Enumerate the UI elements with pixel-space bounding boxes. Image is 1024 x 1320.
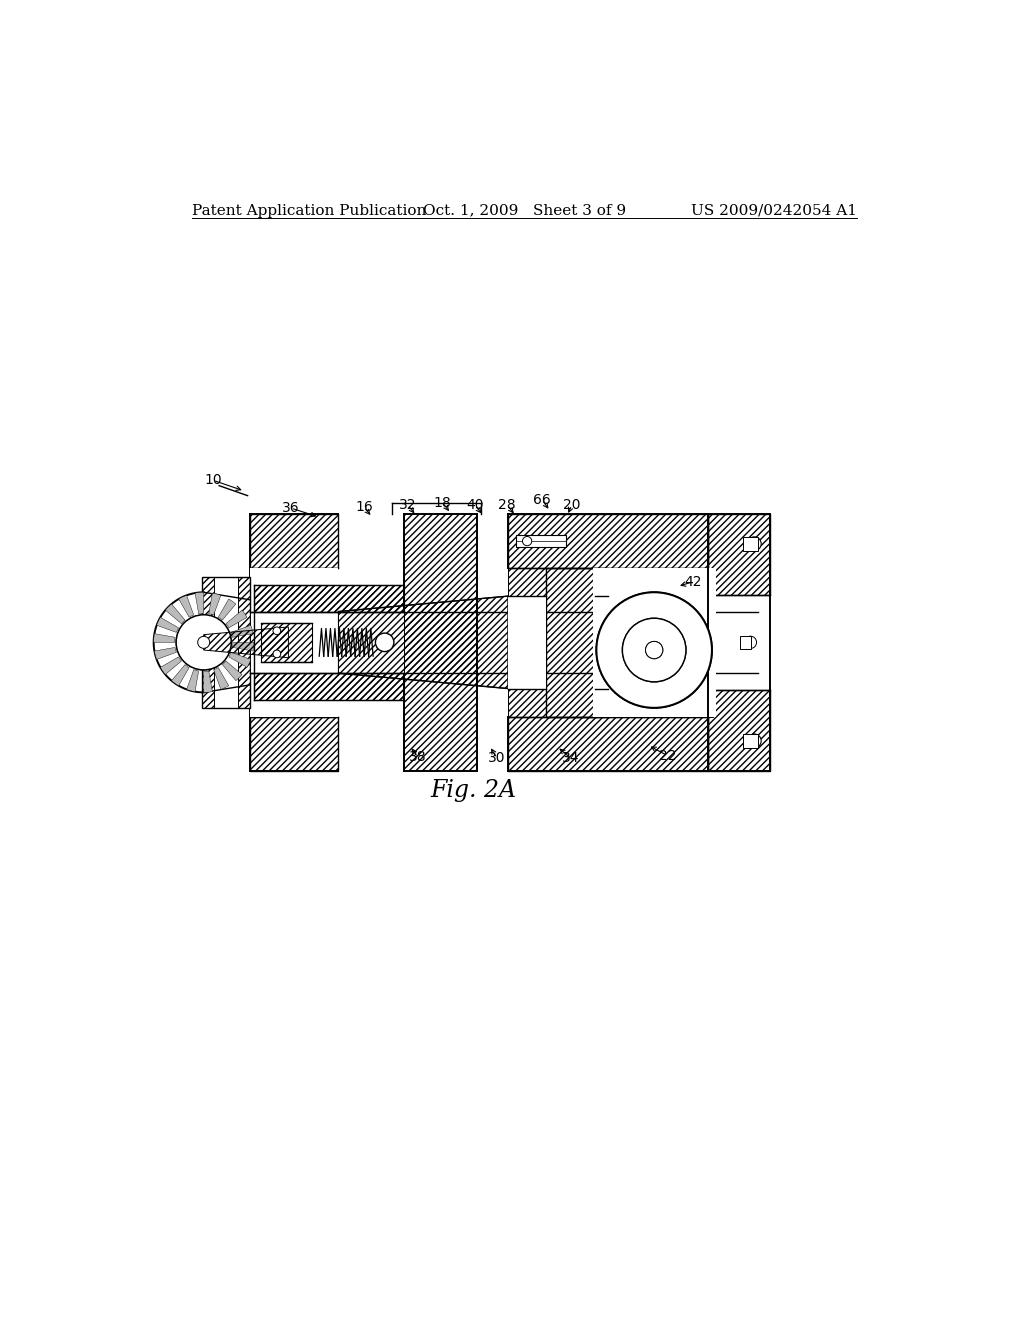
Text: Patent Application Publication: Patent Application Publication (193, 203, 427, 218)
Wedge shape (157, 618, 178, 632)
Bar (508, 717, 708, 771)
Circle shape (623, 618, 686, 682)
Bar (508, 515, 708, 568)
Bar (708, 515, 770, 595)
Bar (254, 673, 403, 700)
Bar (515, 535, 565, 548)
Wedge shape (232, 643, 254, 651)
Circle shape (748, 537, 761, 550)
Text: 42: 42 (684, 576, 701, 589)
Circle shape (198, 636, 210, 648)
Bar (508, 597, 547, 689)
Bar (254, 585, 403, 611)
Bar (508, 689, 547, 717)
Text: 30: 30 (488, 751, 506, 766)
Wedge shape (231, 626, 253, 638)
Circle shape (376, 634, 394, 652)
Wedge shape (228, 652, 251, 668)
Bar (596, 597, 608, 689)
Text: 38: 38 (409, 751, 427, 764)
Text: 36: 36 (282, 502, 300, 515)
Bar (508, 568, 547, 597)
Circle shape (645, 642, 663, 659)
Bar (202, 577, 250, 708)
Text: 10: 10 (204, 474, 222, 487)
Circle shape (522, 536, 531, 545)
Bar (202, 577, 214, 708)
Bar (250, 611, 403, 673)
Text: 34: 34 (562, 751, 580, 766)
Bar (547, 568, 608, 717)
Bar (742, 537, 758, 550)
Wedge shape (226, 610, 247, 628)
Bar (742, 734, 758, 748)
Bar (708, 689, 770, 771)
Bar (239, 577, 250, 708)
Text: US 2009/0242054 A1: US 2009/0242054 A1 (691, 203, 857, 218)
Text: 66: 66 (532, 492, 551, 507)
Wedge shape (172, 664, 189, 685)
Text: 22: 22 (659, 748, 677, 763)
Circle shape (273, 627, 281, 635)
Wedge shape (222, 661, 242, 681)
Wedge shape (154, 634, 175, 643)
Circle shape (744, 636, 757, 648)
Wedge shape (161, 657, 181, 675)
Bar (593, 568, 716, 717)
Wedge shape (195, 593, 204, 614)
Bar (250, 568, 339, 717)
Circle shape (623, 618, 686, 682)
Wedge shape (186, 669, 199, 692)
Circle shape (645, 642, 663, 659)
Wedge shape (165, 605, 185, 623)
Bar (250, 515, 339, 568)
Text: 40: 40 (466, 498, 483, 512)
Bar (708, 568, 714, 717)
Wedge shape (214, 668, 228, 689)
Bar (596, 568, 608, 597)
Text: 18: 18 (433, 495, 452, 510)
Text: 16: 16 (355, 500, 373, 515)
Bar (740, 636, 752, 648)
Text: Oct. 1, 2009   Sheet 3 of 9: Oct. 1, 2009 Sheet 3 of 9 (423, 203, 627, 218)
Text: 32: 32 (399, 498, 417, 512)
Text: 20: 20 (563, 498, 581, 512)
Bar (250, 717, 339, 771)
Wedge shape (218, 599, 236, 620)
Text: Fig. 2A: Fig. 2A (430, 779, 516, 803)
Bar (261, 623, 311, 661)
Circle shape (176, 615, 231, 669)
Bar (403, 515, 477, 771)
Circle shape (748, 734, 761, 748)
Bar (596, 689, 608, 717)
Circle shape (273, 649, 281, 657)
Bar (250, 515, 770, 771)
Circle shape (596, 593, 712, 708)
Circle shape (176, 615, 231, 669)
Circle shape (596, 593, 712, 708)
Wedge shape (178, 595, 194, 618)
Text: 28: 28 (499, 498, 516, 512)
Wedge shape (209, 593, 221, 615)
Wedge shape (155, 647, 176, 660)
Wedge shape (204, 671, 212, 693)
